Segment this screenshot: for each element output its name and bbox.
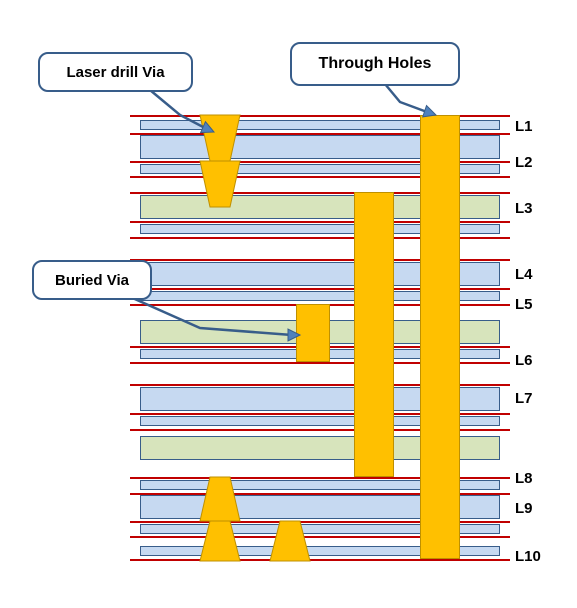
layer-label-L6: L6 bbox=[515, 352, 533, 369]
layer-label-L3: L3 bbox=[515, 200, 533, 217]
copper-line-19 bbox=[130, 559, 510, 561]
layer-label-L7: L7 bbox=[515, 390, 533, 407]
through-hole-1 bbox=[420, 115, 460, 559]
laser-via-3 bbox=[190, 475, 250, 523]
laser-via-5 bbox=[260, 519, 320, 563]
layer-label-L1: L1 bbox=[515, 118, 533, 135]
layer-label-L4: L4 bbox=[515, 266, 533, 283]
buried-via-small bbox=[296, 304, 330, 362]
through-holes-callout: Through Holes bbox=[290, 42, 460, 86]
laser-via-2 bbox=[190, 159, 250, 209]
laser-via-4 bbox=[190, 519, 250, 563]
layer-label-L2: L2 bbox=[515, 154, 533, 171]
laser-via-1 bbox=[190, 113, 250, 163]
laser-drill-callout: Laser drill Via bbox=[38, 52, 193, 92]
layer-label-L8: L8 bbox=[515, 470, 533, 487]
layer-label-L9: L9 bbox=[515, 500, 533, 517]
pcb-stackup-diagram: L1 L2 L3 L4 L5 L6 L7 L8 L9 L10 Laser drill Via Thro… bbox=[0, 0, 577, 608]
through-hole-partial bbox=[354, 192, 394, 477]
buried-via-callout: Buried Via bbox=[32, 260, 152, 300]
layer-label-L5: L5 bbox=[515, 296, 533, 313]
layer-label-L10: L10 bbox=[515, 548, 541, 565]
